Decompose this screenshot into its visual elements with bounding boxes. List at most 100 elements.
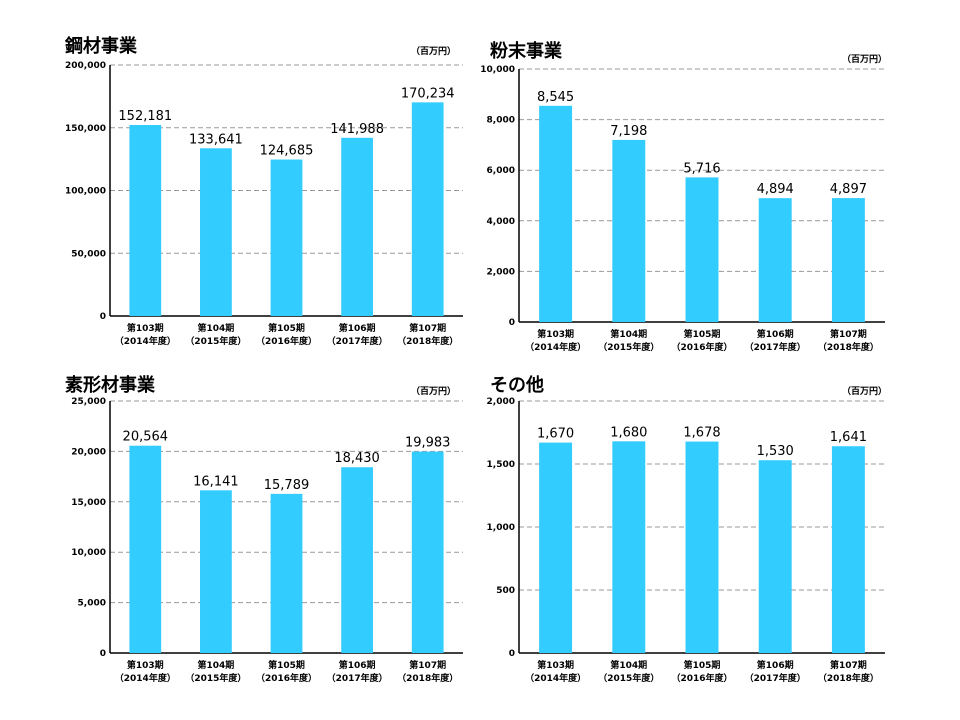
y-tick-label: 2,000 <box>487 397 515 407</box>
y-tick-label: 8,000 <box>487 116 515 126</box>
data-label: 152,181 <box>118 109 172 124</box>
x-tick-label: 第106期 <box>757 659 794 671</box>
bar <box>612 139 646 322</box>
bar <box>270 493 303 653</box>
data-label: 4,897 <box>830 182 867 197</box>
x-tick-sublabel: （2017年度） <box>327 335 388 347</box>
bar <box>685 177 719 322</box>
data-label: 4,894 <box>757 182 794 197</box>
data-label: 1,680 <box>610 425 647 440</box>
x-tick-sublabel: （2015年度） <box>185 672 246 684</box>
data-label: 1,678 <box>683 426 720 441</box>
bar <box>539 442 573 653</box>
data-label: 16,141 <box>193 474 239 489</box>
bar <box>200 490 232 653</box>
chart-title: 鋼材事業 <box>65 36 137 57</box>
bar <box>129 125 162 316</box>
bar <box>341 137 373 316</box>
x-tick-sublabel: （2017年度） <box>327 672 388 684</box>
data-label: 18,430 <box>334 451 380 466</box>
bar-chart: 0 5,000 10,000 15,000 20,000 25,000 20,564 第103… <box>71 397 463 684</box>
x-tick-label: 第107期 <box>830 659 867 671</box>
y-tick-label: 200,000 <box>65 61 106 71</box>
y-tick-label: 10,000 <box>71 548 106 558</box>
x-tick-sublabel: （2018年度） <box>397 672 458 684</box>
x-tick-label: 第103期 <box>127 322 164 334</box>
x-tick-sublabel: （2016年度） <box>256 335 317 347</box>
chart-panel-other: その他 （百万円） 0 500 1,000 1,500 2,000 1,670 第103期（… <box>480 360 960 720</box>
chart-panel-castings: 素形材事業 （百万円） 0 5,000 10,000 15,000 20,000 25,0… <box>0 360 480 720</box>
y-tick-label: 0 <box>509 318 515 328</box>
y-tick-label: 50,000 <box>71 249 106 259</box>
x-tick-sublabel: （2015年度） <box>598 341 659 353</box>
x-tick-label: 第106期 <box>757 328 794 340</box>
x-tick-sublabel: （2016年度） <box>671 341 732 353</box>
chart-panel-steel: 鋼材事業 （百万円） 0 50,000 100,000 150,000 200,000 1… <box>0 0 480 360</box>
x-tick-sublabel: （2014年度） <box>115 672 176 684</box>
bar-chart: 02,0004,0006,0008,00010,0008,545第103期（20… <box>480 65 885 353</box>
data-label: 1,641 <box>830 430 867 445</box>
y-tick-label: 0 <box>100 649 106 659</box>
x-tick-label: 第106期 <box>339 322 376 334</box>
bar <box>129 445 162 653</box>
y-tick-label: 2,000 <box>487 267 515 277</box>
data-label: 1,530 <box>757 444 794 459</box>
bar-chart: 0 50,000 100,000 150,000 200,000 152,181 第103期… <box>65 61 463 347</box>
y-tick-label: 20,000 <box>71 447 106 457</box>
x-tick-sublabel: （2018年度） <box>818 672 879 684</box>
y-tick-label: 6,000 <box>487 166 515 176</box>
y-tick-label: 15,000 <box>71 498 106 508</box>
x-tick-label: 第105期 <box>684 659 721 671</box>
x-tick-label: 第107期 <box>409 322 446 334</box>
x-tick-label: 第103期 <box>537 659 574 671</box>
x-tick-label: 第107期 <box>409 659 446 671</box>
x-tick-sublabel: （2014年度） <box>115 335 176 347</box>
data-label: 1,670 <box>537 427 574 442</box>
unit-label: （百万円） <box>411 47 457 57</box>
x-tick-sublabel: （2016年度） <box>256 672 317 684</box>
x-tick-sublabel: （2015年度） <box>598 672 659 684</box>
unit-label: （百万円） <box>411 387 457 397</box>
bar <box>341 467 373 653</box>
x-tick-label: 第105期 <box>268 322 305 334</box>
bar <box>831 198 865 322</box>
y-tick-label: 5,000 <box>78 599 106 609</box>
bar <box>685 441 719 653</box>
data-label: 124,685 <box>260 144 314 159</box>
y-tick-label: 1,000 <box>487 523 515 533</box>
unit-label: （百万円） <box>842 55 888 65</box>
bar-chart: 0 500 1,000 1,500 2,000 1,670 第103期（2014年度） 1,6… <box>487 397 885 684</box>
data-label: 8,545 <box>537 90 574 105</box>
bar <box>831 446 865 653</box>
x-tick-sublabel: （2017年度） <box>745 341 806 353</box>
y-tick-label: 1,500 <box>487 460 515 470</box>
x-tick-sublabel: （2018年度） <box>397 335 458 347</box>
bar <box>758 198 792 322</box>
x-tick-label: 第105期 <box>684 328 721 340</box>
bar <box>270 159 303 316</box>
data-label: 15,789 <box>264 478 310 493</box>
data-label: 133,641 <box>189 132 243 147</box>
x-tick-sublabel: （2015年度） <box>185 335 246 347</box>
data-label: 170,234 <box>401 86 455 101</box>
x-tick-sublabel: （2017年度） <box>745 672 806 684</box>
data-label: 5,716 <box>683 161 720 176</box>
bar <box>200 148 232 316</box>
y-tick-label: 0 <box>509 649 515 659</box>
data-label: 141,988 <box>330 122 384 137</box>
y-tick-label: 25,000 <box>71 397 106 407</box>
y-tick-label: 500 <box>496 586 515 596</box>
x-tick-label: 第104期 <box>610 328 647 340</box>
bar <box>539 105 573 323</box>
x-tick-label: 第104期 <box>610 659 647 671</box>
x-tick-label: 第107期 <box>830 328 867 340</box>
data-label: 7,198 <box>610 124 647 139</box>
bar <box>612 441 646 653</box>
y-tick-label: 4,000 <box>487 217 515 227</box>
x-tick-label: 第106期 <box>339 659 376 671</box>
x-tick-label: 第104期 <box>198 659 235 671</box>
x-tick-sublabel: （2014年度） <box>525 341 586 353</box>
x-tick-label: 第105期 <box>268 659 305 671</box>
x-tick-sublabel: （2014年度） <box>525 672 586 684</box>
y-tick-label: 10,000 <box>480 65 515 75</box>
